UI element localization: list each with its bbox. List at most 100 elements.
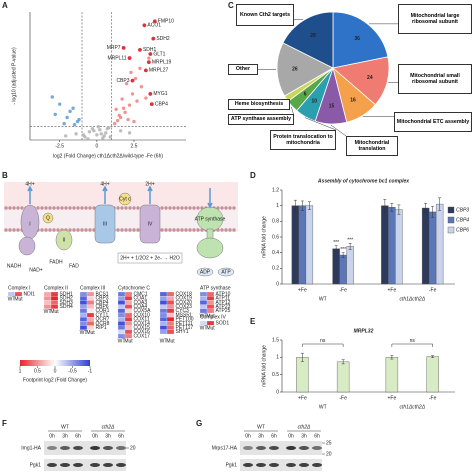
lipid [40,206,44,210]
heat-cell [159,296,168,301]
heat-cell [124,329,133,335]
slice-label-box: Known Cth2 targets [236,4,294,26]
slice-label-box: Mitochondrial small ribosomal subunit [398,64,472,94]
point [65,115,69,120]
band [103,446,113,450]
legend-swatch [447,216,455,224]
group-label: WT [319,296,327,302]
error-bar [383,199,387,213]
x-axis-label: log2 (Fold Change) cth1Δcth2Δ/wild-type … [53,153,163,159]
gene-label: NDI1 [24,291,36,297]
heat-cell [50,296,59,301]
slice-label-box: Other [228,64,258,75]
panel-label: A [2,1,8,10]
lipid [220,206,224,210]
error-bar [300,200,304,211]
error-bar [390,203,394,212]
band [312,446,322,450]
point [108,135,112,139]
row-label: Pgk1 [226,462,238,468]
lipid [132,228,136,232]
gene-point [138,47,142,52]
lipid [136,206,140,210]
lipid [180,206,184,210]
heat-cell [117,329,126,335]
bar [421,207,430,285]
lipid [184,228,188,232]
pie-slice [332,11,389,69]
slice-label: Mitochondrial small ribosomal subunit [398,64,472,94]
heat-cell [159,304,168,309]
lane-label: 0h [288,433,294,439]
x-tick-label: 0 [95,143,98,149]
colorbar [20,360,90,366]
heat-cell [159,329,168,335]
comparison-bracket [391,343,433,347]
gene-label: ATP10 [216,291,231,297]
lipid [88,206,92,210]
diagram-label: ATP synthase [195,216,226,222]
band [47,463,57,467]
band [243,463,253,467]
heat-cell [159,312,168,318]
lane-label: 3h [62,433,68,439]
column-label: Mut [50,309,59,315]
pie-slice [332,56,390,106]
gene-label: CBP4 [155,101,168,107]
diagram-label: III [103,221,107,227]
gene-label: COR1 [96,308,110,314]
marker-label: 25 [326,440,332,446]
diagram-label: Q [46,215,50,221]
gene-label: COX23 [176,304,193,310]
gene-label: COX11 [134,317,150,323]
heat-cell [86,304,95,309]
gene-label: SDH2 [60,296,74,302]
lipid [80,228,84,232]
heat-cell [199,300,208,305]
lipid [88,228,92,232]
point [98,128,102,132]
lipid [48,228,52,232]
heatmap-title: ATP synthase [200,285,231,291]
heat-cell [117,308,126,314]
lipid [188,206,192,210]
y-axis-label: - log10 (adjusted P-value) [11,47,17,105]
panel-label: D [250,171,256,180]
gene-label: QCR7 [96,317,110,323]
lipid [72,206,76,210]
y-tick-label: 1 [276,203,279,209]
pie-slice [276,42,334,97]
gene-label: SDH4 [60,304,74,310]
gene-point [151,36,156,41]
column-label: WT [80,330,88,336]
x-tick-label: +Fe [298,287,307,293]
heat-cell [124,296,133,301]
lipid [76,206,80,210]
gene-label: COX14 [134,321,151,327]
heat-cell [124,312,133,318]
slice-label: ATP synthase assembly [228,114,294,125]
leader-line [330,124,347,137]
heat-cell [79,300,88,305]
heat-cell [166,291,175,297]
bar [291,205,300,285]
gene-label: COX19 [176,296,193,302]
point [62,121,66,126]
lipid [12,228,16,232]
gene-label: SDH3 [60,300,74,306]
lipid [80,206,84,210]
diagram-label: FAD [69,263,79,269]
lipid [48,206,52,210]
point [81,133,86,137]
lane-label: 6h [314,433,320,439]
heat-cell [206,320,215,326]
lipid [160,228,164,232]
bar [296,357,309,393]
gene-point [148,52,153,56]
point [129,70,133,75]
diagram-label: Cyt c [119,196,131,202]
complex-shape [217,267,235,277]
error-bar [300,352,304,362]
heat-cell [86,321,95,326]
diagram-label: 4H+ [100,181,109,187]
